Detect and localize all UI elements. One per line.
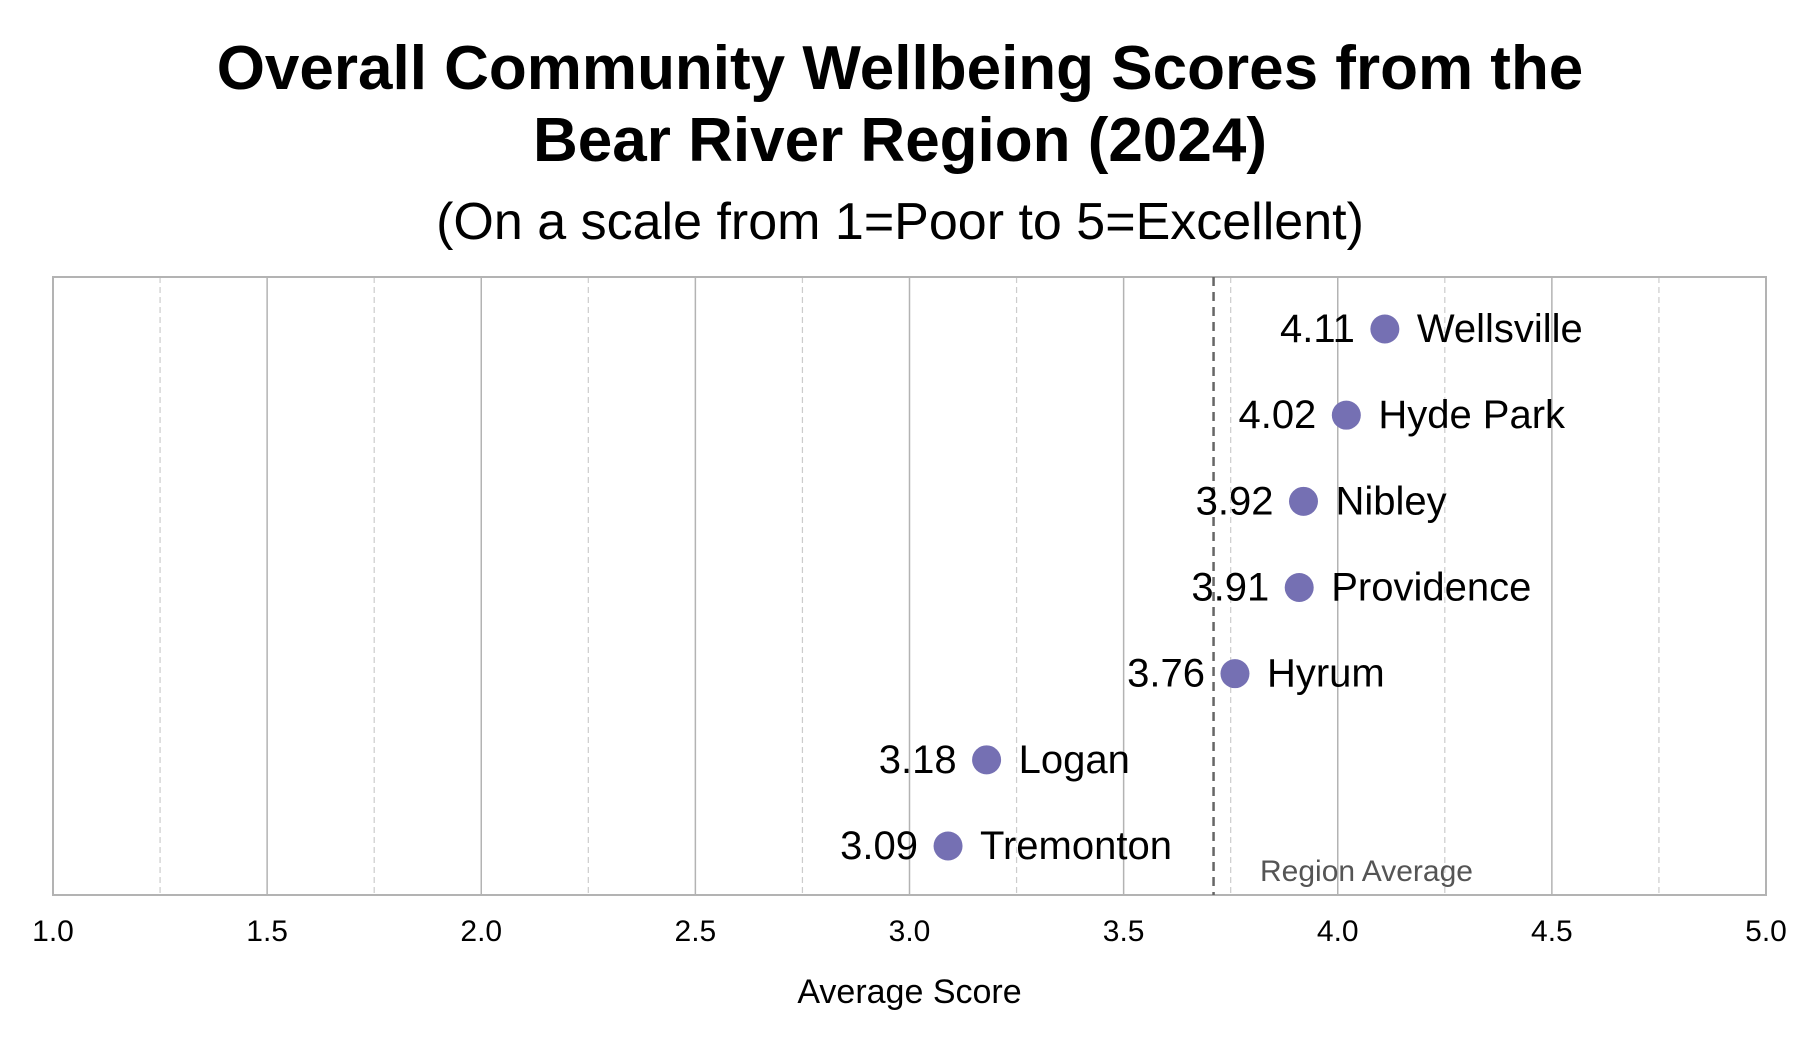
value-label: 3.09: [840, 824, 918, 868]
data-point-wellsville: [1370, 314, 1400, 344]
x-tick-label: 2.0: [460, 915, 502, 948]
x-axis-label: Average Score: [797, 973, 1021, 1011]
data-point-hyrum: [1220, 659, 1250, 689]
chart-title-line-2: Bear River Region (2024): [533, 106, 1267, 175]
value-label: 3.91: [1191, 566, 1269, 610]
plot-frame: [52, 276, 1767, 896]
x-tick-label: 3.5: [1103, 915, 1145, 948]
value-label: 3.92: [1196, 479, 1274, 523]
value-label: 3.76: [1127, 652, 1205, 696]
community-label: Logan: [1019, 738, 1130, 782]
community-label: Wellsville: [1417, 307, 1583, 351]
data-point-logan: [972, 745, 1002, 775]
data-point-providence: [1284, 573, 1314, 602]
x-tick-label: 1.0: [32, 915, 74, 948]
data-point-tremonton: [933, 831, 963, 861]
community-label: Hyde Park: [1378, 393, 1566, 437]
x-tick-label: 4.5: [1531, 915, 1573, 948]
value-label: 3.18: [879, 738, 957, 782]
value-label: 4.11: [1280, 307, 1355, 351]
x-tick-label: 4.0: [1317, 915, 1359, 948]
value-label: 4.02: [1238, 393, 1316, 437]
data-point-hyde-park: [1331, 400, 1361, 430]
x-tick-label: 3.0: [889, 915, 931, 948]
chart-title-line-1: Overall Community Wellbeing Scores from …: [216, 34, 1584, 103]
x-tick-label: 5.0: [1745, 915, 1787, 948]
community-label: Tremonton: [980, 824, 1172, 868]
chart-subtitle: (On a scale from 1=Poor to 5=Excellent): [436, 193, 1364, 251]
data-point-nibley: [1288, 486, 1318, 516]
community-label: Hyrum: [1267, 652, 1385, 696]
community-label: Providence: [1331, 566, 1531, 610]
x-tick-label: 2.5: [675, 915, 717, 948]
region-average-label: Region Average: [1260, 855, 1473, 888]
community-label: Nibley: [1335, 479, 1446, 523]
x-tick-label: 1.5: [246, 915, 288, 948]
